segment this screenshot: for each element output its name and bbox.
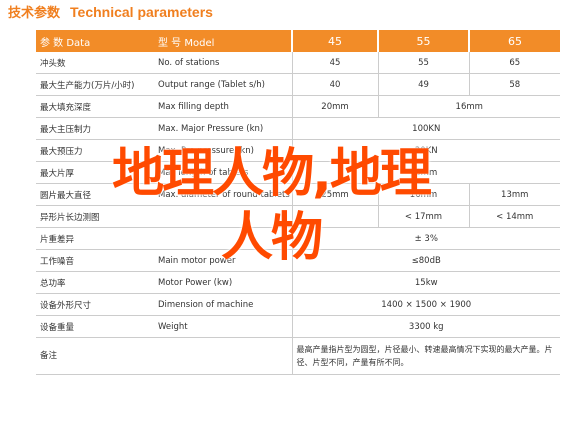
table-row: 最大预压力 Max. Pre-pressure (kn) 20KN — [36, 139, 560, 162]
table-row: 片重差异 ± 3% — [36, 227, 560, 250]
page-heading: 技术参数 Technical parameters — [8, 2, 213, 22]
row-value: < 14mm — [468, 205, 560, 228]
row-value: < 17mm — [377, 205, 469, 228]
row-label-zh: 总功率 — [36, 271, 154, 294]
table-row: 圆片最大直径 Max. diameter of round tablets 25… — [36, 183, 560, 206]
row-label-en: Max. diameter of round tablets — [154, 183, 292, 206]
row-label-en: Weight — [154, 315, 292, 338]
table-row: 最大填充深度 Max filling depth 20mm 16mm — [36, 95, 560, 118]
row-value-merged: 8mm — [291, 161, 560, 184]
row-value-merged: ± 3% — [291, 227, 560, 250]
table-row-note: 备注 最高产量指片型为圆型，片径最小、转速最高情况下实现的最大产量。片径、片型不… — [36, 337, 560, 375]
table-row: 最大主压制力 Max. Major Pressure (kn) 100KN — [36, 117, 560, 140]
row-label-en: Main motor power — [154, 249, 292, 272]
header-model-55: 55 — [377, 30, 469, 52]
row-label-zh: 设备外形尺寸 — [36, 293, 154, 316]
row-label-zh: 异形片长边测图 — [36, 205, 154, 228]
row-label-en: Max length of tablets — [154, 161, 292, 184]
row-value-merged: 3300 kg — [291, 315, 560, 338]
row-value: 45 — [291, 52, 378, 74]
row-label-zh: 工作噪音 — [36, 249, 154, 272]
heading-en: Technical parameters — [70, 4, 213, 20]
row-label-en: Output range (Tablet s/h) — [154, 73, 292, 96]
row-label-en: Motor Power (kw) — [154, 271, 292, 294]
row-value-merged: 16mm — [377, 95, 560, 118]
row-value-merged: 100KN — [291, 117, 560, 140]
row-label-zh: 最大填充深度 — [36, 95, 154, 118]
row-label-zh: 圆片最大直径 — [36, 183, 154, 206]
row-value — [291, 205, 378, 228]
row-label-en: Max. Major Pressure (kn) — [154, 117, 292, 140]
row-value: 16mm — [377, 183, 469, 206]
table-row: 设备外形尺寸 Dimension of machine 1400 × 1500 … — [36, 293, 560, 316]
row-value-merged: 20KN — [291, 139, 560, 162]
row-value: 55 — [377, 52, 469, 74]
table-header-row: 参 数 Data 型 号 Model 45 55 65 — [36, 30, 560, 52]
note-label: 备注 — [36, 337, 154, 375]
row-label-zh: 最大主压制力 — [36, 117, 154, 140]
header-model-label: 型 号 Model — [154, 30, 292, 52]
table-row: 冲头数 No. of stations 45 55 65 — [36, 52, 560, 74]
row-value: 13mm — [468, 183, 560, 206]
row-value-merged: ≤80dB — [291, 249, 560, 272]
row-label-en: Max filling depth — [154, 95, 292, 118]
row-label-en — [154, 205, 292, 228]
row-label-zh: 最大预压力 — [36, 139, 154, 162]
header-model-65: 65 — [468, 30, 560, 52]
row-value: 20mm — [291, 95, 378, 118]
row-value: 25mm — [291, 183, 378, 206]
header-data-label: 参 数 Data — [36, 30, 154, 52]
table-row: 最大片厚 Max length of tablets 8mm — [36, 161, 560, 184]
heading-zh: 技术参数 — [8, 6, 61, 21]
row-label-en — [154, 227, 292, 250]
table-row: 最大生产能力(万片/小时) Output range (Tablet s/h) … — [36, 73, 560, 96]
table-row: 总功率 Motor Power (kw) 15kw — [36, 271, 560, 294]
row-value: 49 — [377, 73, 469, 96]
row-label-zh: 最大片厚 — [36, 161, 154, 184]
row-label-zh: 设备重量 — [36, 315, 154, 338]
row-value: 65 — [468, 52, 560, 74]
row-label-zh: 最大生产能力(万片/小时) — [36, 73, 154, 96]
row-value-merged: 15kw — [291, 271, 560, 294]
header-model-45: 45 — [291, 30, 378, 52]
table-row: 异形片长边测图 < 17mm < 14mm — [36, 205, 560, 228]
row-label-zh: 片重差异 — [36, 227, 154, 250]
table-row: 工作噪音 Main motor power ≤80dB — [36, 249, 560, 272]
row-value-merged: 1400 × 1500 × 1900 — [291, 293, 560, 316]
row-label-zh: 冲头数 — [36, 52, 154, 74]
table-row: 设备重量 Weight 3300 kg — [36, 315, 560, 338]
row-value: 40 — [291, 73, 378, 96]
note-text: 最高产量指片型为圆型，片径最小、转速最高情况下实现的最大产量。片径、片型不同，产… — [291, 337, 560, 375]
row-label-en: Dimension of machine — [154, 293, 292, 316]
spec-table: 参 数 Data 型 号 Model 45 55 65 冲头数 No. of s… — [36, 30, 560, 375]
row-label-en: Max. Pre-pressure (kn) — [154, 139, 292, 162]
row-value: 58 — [468, 73, 560, 96]
row-label-en: No. of stations — [154, 52, 292, 74]
